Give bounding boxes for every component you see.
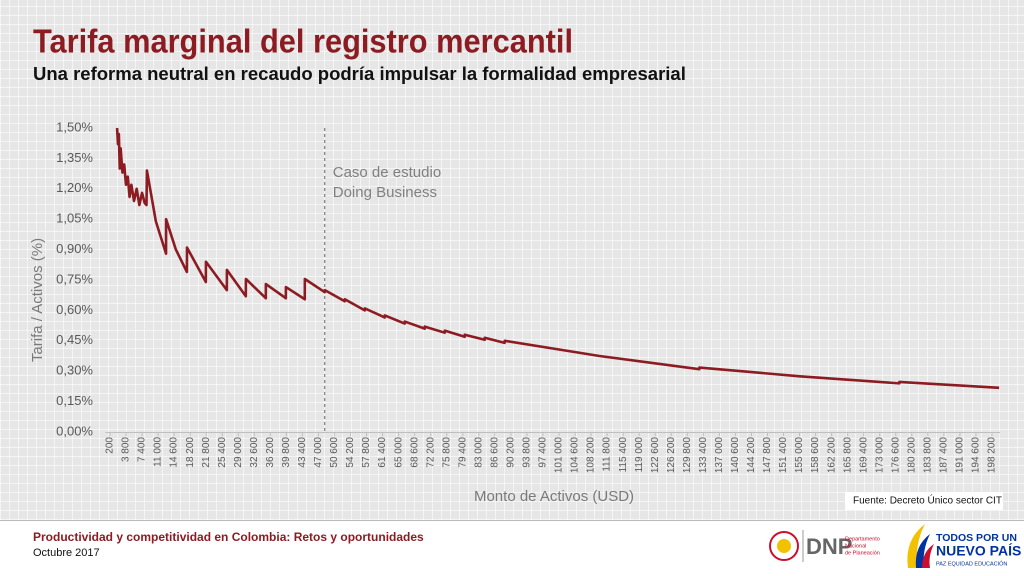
x-tick-label: 65 000 bbox=[393, 437, 404, 468]
x-tick-label: 54 200 bbox=[345, 437, 356, 468]
source-box bbox=[845, 492, 1003, 510]
x-tick-label: 32 600 bbox=[249, 437, 260, 468]
dnp-name: de Planeación bbox=[845, 550, 880, 556]
x-tick-label: 7 400 bbox=[137, 437, 148, 462]
footer-title: Productividad y competitividad en Colomb… bbox=[33, 530, 424, 544]
x-tick-label: 75 800 bbox=[441, 437, 452, 468]
x-tick-label: 36 200 bbox=[265, 437, 276, 468]
slogan-sub: PAZ EQUIDAD EDUCACIÓN bbox=[936, 560, 1007, 567]
dnp-text: DNP bbox=[806, 534, 852, 559]
x-tick-label: 79 400 bbox=[457, 437, 468, 468]
footer-date: Octubre 2017 bbox=[33, 547, 100, 559]
x-axis-label: Monto de Activos (USD) bbox=[474, 488, 634, 505]
data-line bbox=[115, 127, 1000, 390]
x-tick-label: 21 800 bbox=[201, 437, 212, 468]
x-tick-label: 68 600 bbox=[409, 437, 420, 468]
x-tick-label: 97 400 bbox=[538, 437, 549, 468]
x-tick-label: 147 800 bbox=[762, 437, 773, 474]
y-tick-label: 0,45% bbox=[56, 332, 93, 347]
x-tick-label: 165 800 bbox=[842, 437, 853, 474]
x-tick-label: 194 600 bbox=[971, 437, 982, 474]
x-tick-label: 43 400 bbox=[297, 437, 308, 468]
slogan: NUEVO PAÍS bbox=[936, 543, 1021, 559]
dnp-name: Nacional bbox=[845, 543, 866, 549]
x-tick-label: 90 200 bbox=[506, 437, 517, 468]
x-tick-label: 137 000 bbox=[714, 437, 725, 474]
x-tick-label: 122 600 bbox=[650, 437, 661, 474]
y-tick-label: 0,15% bbox=[56, 393, 93, 408]
x-tick-label: 72 200 bbox=[425, 437, 436, 468]
source: Fuente: Decreto Único sector CIT bbox=[853, 494, 1002, 507]
y-tick-label: 1,50% bbox=[56, 119, 93, 134]
x-tick-label: 173 000 bbox=[874, 437, 885, 474]
slide-background bbox=[0, 0, 1024, 520]
y-tick-label: 0,60% bbox=[56, 302, 93, 317]
x-tick-label: 155 000 bbox=[794, 437, 805, 474]
x-tick-label: 57 800 bbox=[361, 437, 372, 468]
x-tick-label: 83 000 bbox=[473, 437, 484, 468]
x-tick-label: 187 400 bbox=[939, 437, 950, 474]
x-tick-label: 11 000 bbox=[153, 437, 164, 467]
nuevo-pais-logo: TODOS POR UN NUEVO PAÍS PAZ EQUIDAD EDUC… bbox=[907, 524, 1021, 568]
dnp-emblem-core bbox=[777, 539, 791, 553]
y-tick-label: 1,20% bbox=[56, 180, 93, 195]
x-tick-label: 151 400 bbox=[778, 437, 789, 474]
x-tick-label: 14 600 bbox=[169, 437, 180, 468]
x-tick-label: 183 800 bbox=[922, 437, 933, 474]
x-tick-label: 61 400 bbox=[377, 437, 388, 468]
y-tick-label: 0,75% bbox=[56, 271, 93, 286]
x-tick-label: 25 400 bbox=[217, 437, 228, 468]
x-tick-label: 133 400 bbox=[698, 437, 709, 474]
y-tick-label: 0,30% bbox=[56, 363, 93, 378]
chart-subtitle: Una reforma neutral en recaudo podría im… bbox=[33, 63, 686, 84]
dnp-logo: DNP Departamento Nacional de Planeación bbox=[769, 530, 880, 562]
x-tick-label: 126 200 bbox=[666, 437, 677, 474]
x-tick-label: 101 000 bbox=[554, 437, 565, 474]
x-tick-label: 198 200 bbox=[987, 437, 998, 474]
logo-swoosh bbox=[907, 524, 925, 568]
x-tick-label: 129 800 bbox=[682, 437, 693, 474]
x-tick-label: 111 800 bbox=[602, 437, 613, 472]
y-tick-label: 1,05% bbox=[56, 211, 93, 226]
x-tick-label: 162 200 bbox=[826, 437, 837, 474]
y-tick-label: 0,90% bbox=[56, 241, 93, 256]
logo-swoosh bbox=[915, 534, 930, 568]
x-tick-label: 3 800 bbox=[121, 437, 132, 462]
x-tick-label: 180 200 bbox=[906, 437, 917, 474]
y-tick-label: 0,00% bbox=[56, 423, 93, 438]
x-tick-label: 140 600 bbox=[730, 437, 741, 474]
x-tick-label: 200 bbox=[105, 437, 116, 454]
x-tick-label: 39 800 bbox=[281, 437, 292, 468]
x-tick-label: 169 400 bbox=[858, 437, 869, 474]
x-tick-label: 119 000 bbox=[634, 437, 645, 473]
annotation-text: Doing Business bbox=[333, 184, 437, 201]
x-tick-label: 115 400 bbox=[618, 437, 629, 473]
chart-title: Tarifa marginal del registro mercantil bbox=[33, 23, 573, 60]
y-axis-label: Tarifa / Activos (%) bbox=[29, 238, 46, 362]
x-tick-label: 108 200 bbox=[586, 437, 597, 474]
x-tick-label: 47 000 bbox=[313, 437, 324, 468]
x-tick-label: 29 000 bbox=[233, 437, 244, 468]
annotation-text: Caso de estudio bbox=[333, 164, 441, 181]
slogan: TODOS POR UN bbox=[936, 532, 1017, 544]
y-tick-label: 1,35% bbox=[56, 150, 93, 165]
x-tick-label: 50 600 bbox=[329, 437, 340, 468]
x-tick-label: 144 200 bbox=[746, 437, 757, 474]
x-tick-label: 86 600 bbox=[489, 437, 500, 468]
x-tick-label: 93 800 bbox=[522, 437, 533, 468]
logo-swoosh bbox=[922, 544, 934, 568]
x-tick-label: 191 000 bbox=[955, 437, 966, 474]
dnp-name: Departamento bbox=[845, 536, 880, 542]
x-tick-label: 104 600 bbox=[570, 437, 581, 474]
x-tick-label: 158 600 bbox=[810, 437, 821, 474]
x-tick-label: 18 200 bbox=[185, 437, 196, 468]
x-tick-label: 176 600 bbox=[890, 437, 901, 474]
